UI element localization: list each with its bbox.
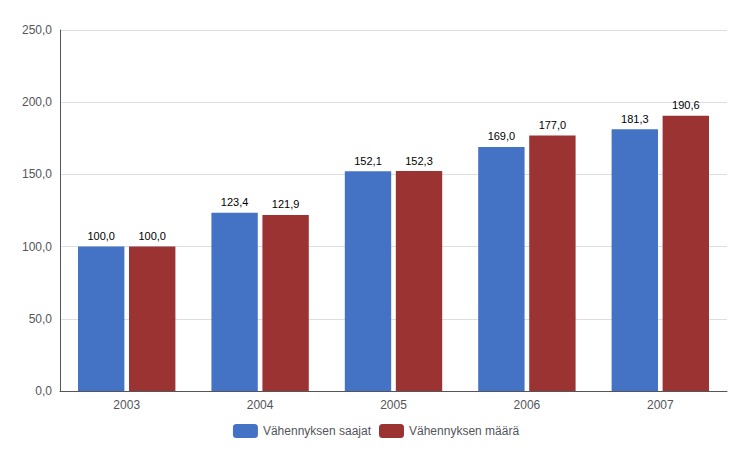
svg-text:123,4: 123,4 (221, 196, 249, 208)
svg-text:2007: 2007 (647, 398, 674, 412)
svg-text:100,0: 100,0 (22, 240, 52, 254)
svg-text:2004: 2004 (247, 398, 274, 412)
svg-text:Vähennyksen saajat: Vähennyksen saajat (263, 424, 372, 438)
svg-text:200,0: 200,0 (22, 95, 52, 109)
svg-text:50,0: 50,0 (29, 312, 53, 326)
svg-text:100,0: 100,0 (87, 230, 115, 242)
svg-text:2003: 2003 (113, 398, 140, 412)
svg-text:100,0: 100,0 (138, 230, 166, 242)
svg-text:169,0: 169,0 (488, 130, 516, 142)
svg-text:2005: 2005 (380, 398, 407, 412)
svg-text:250,0: 250,0 (22, 23, 52, 37)
svg-text:190,6: 190,6 (672, 99, 700, 111)
svg-text:152,1: 152,1 (354, 155, 382, 167)
svg-text:152,3: 152,3 (405, 155, 433, 167)
svg-text:181,3: 181,3 (621, 113, 649, 125)
svg-text:121,9: 121,9 (272, 198, 300, 210)
svg-text:150,0: 150,0 (22, 167, 52, 181)
svg-text:Vähennyksen määrä: Vähennyksen määrä (409, 424, 519, 438)
svg-text:2006: 2006 (514, 398, 541, 412)
svg-text:177,0: 177,0 (539, 119, 567, 131)
svg-text:0,0: 0,0 (35, 384, 52, 398)
